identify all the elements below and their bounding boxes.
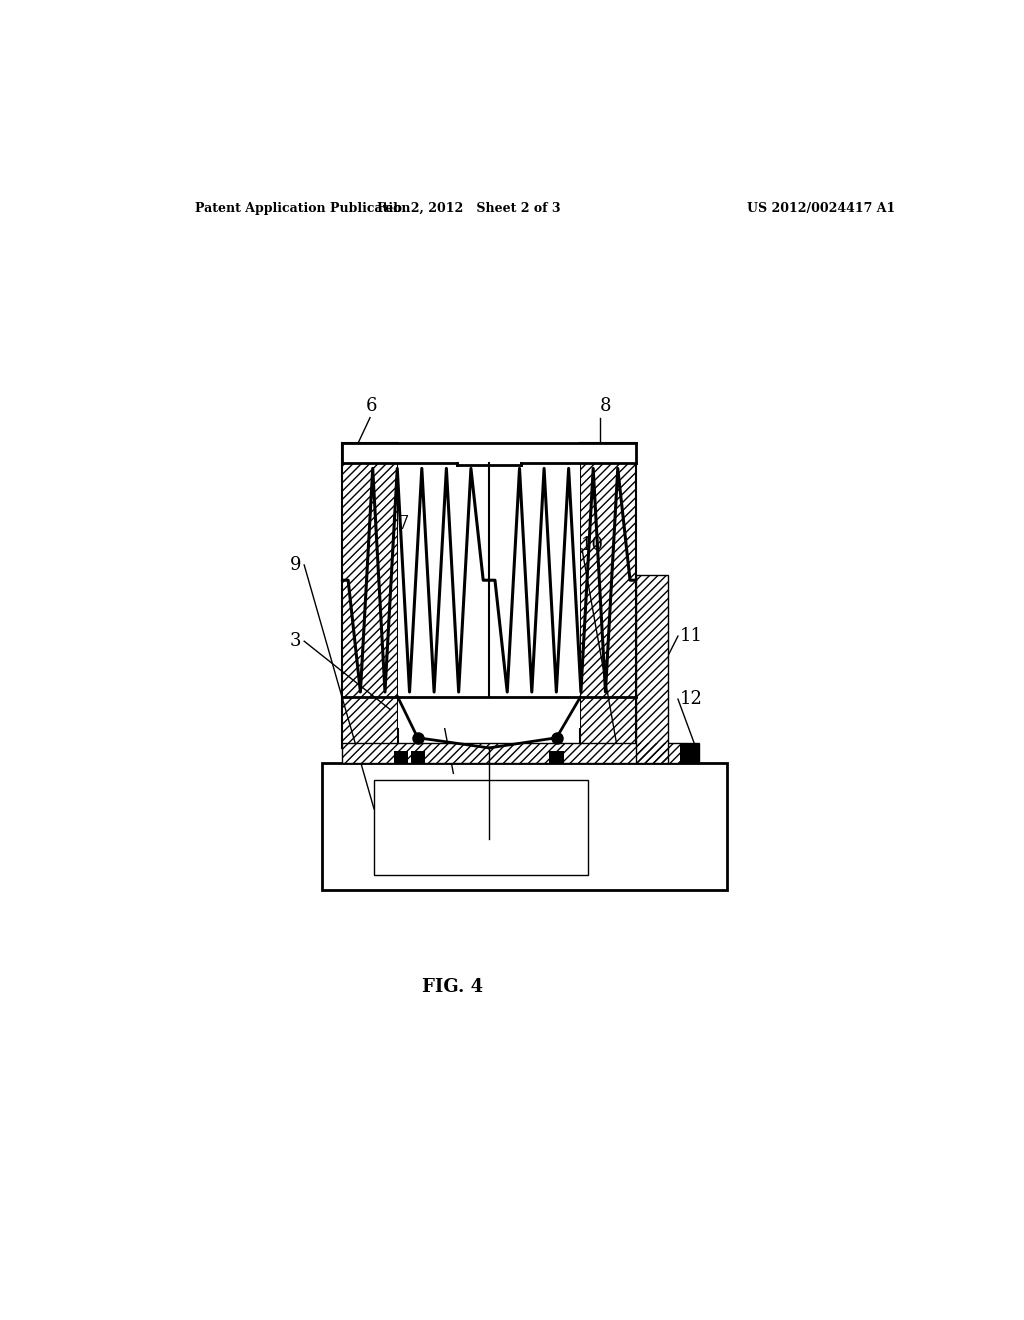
Text: 9: 9 (290, 556, 301, 574)
Bar (581, 444, 636, 748)
Bar (680, 743, 699, 763)
Bar (550, 751, 563, 763)
Text: Patent Application Publication: Patent Application Publication (196, 202, 411, 215)
Bar (342, 444, 398, 748)
Text: 10: 10 (581, 536, 603, 553)
Text: US 2012/0024417 A1: US 2012/0024417 A1 (748, 202, 895, 215)
Polygon shape (342, 444, 636, 466)
Bar (342, 743, 699, 763)
Text: 6: 6 (367, 396, 378, 414)
Bar (636, 576, 668, 763)
Text: 12: 12 (680, 690, 702, 708)
Bar (342, 743, 699, 763)
Bar (411, 751, 425, 763)
Bar (636, 576, 668, 763)
Text: 3: 3 (290, 632, 301, 651)
Text: 11: 11 (680, 627, 702, 645)
Bar (581, 444, 636, 748)
Text: 7: 7 (397, 515, 410, 533)
Bar (342, 444, 398, 748)
Text: FIG. 4: FIG. 4 (422, 978, 482, 995)
Bar (397, 444, 581, 727)
Text: 8: 8 (600, 396, 611, 414)
Bar (374, 780, 588, 875)
Text: Feb. 2, 2012   Sheet 2 of 3: Feb. 2, 2012 Sheet 2 of 3 (378, 202, 561, 215)
Bar (394, 751, 409, 763)
Bar (323, 763, 727, 890)
